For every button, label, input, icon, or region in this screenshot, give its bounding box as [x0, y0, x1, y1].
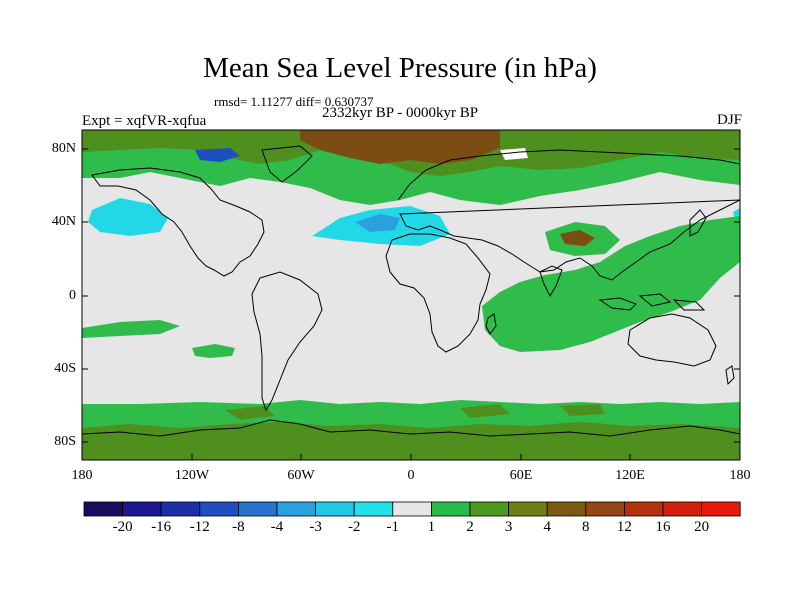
north-america-coast [91, 167, 265, 277]
lat-ticks [82, 148, 740, 443]
season-label: DJF [716, 112, 742, 128]
mediterranean-blue-core [355, 214, 400, 232]
colorbar-label: 8 [582, 519, 590, 535]
antarctica-coast [82, 419, 740, 437]
asia-brown-patch [560, 230, 595, 246]
arctic-white-patch [500, 148, 528, 160]
colorbar-swatch [430, 501, 471, 517]
colorbar-label: 1 [427, 519, 436, 535]
eurasia-coast [397, 149, 740, 281]
colorbar-label: -16 [151, 519, 172, 535]
north-brown-patch [300, 130, 500, 164]
lon-label-60e: 60E [509, 468, 533, 483]
colorbar-swatch [469, 501, 509, 517]
lon-label-120w: 120W [174, 468, 210, 483]
colorbar-swatch [624, 501, 664, 517]
south-olive-band [82, 422, 740, 460]
stats-label: rmsd= 1.11277 diff= 0.630737 [214, 94, 374, 109]
colorbar-swatch [508, 501, 548, 517]
period-label: 2332kyr BP - 0000kyr BP [322, 105, 479, 121]
south-pacific-green [192, 344, 235, 358]
africa-coast [385, 233, 491, 353]
colorbar-label: 2 [466, 519, 474, 535]
colorbar-swatch [160, 501, 201, 517]
colorbar-label: -3 [309, 519, 322, 535]
colorbar-label: -4 [270, 519, 284, 535]
map-title: Mean Sea Level Pressure (in hPa) [203, 52, 597, 84]
colorbar-label: -12 [189, 519, 210, 535]
colorbar-label: 3 [504, 519, 513, 535]
indian-ocean-green [482, 216, 740, 352]
australia-coast [627, 313, 717, 367]
colorbar-swatch [237, 501, 278, 517]
colorbar-swatch [353, 501, 394, 517]
lat-label-80n: 80N [51, 141, 76, 156]
indonesia-coast [598, 293, 706, 311]
colorbar-swatch [701, 501, 741, 517]
colorbar-swatch [122, 501, 162, 517]
lat-label-80s: 80S [54, 434, 76, 449]
lon-label-0: 0 [407, 468, 415, 483]
colorbar [83, 501, 741, 517]
map-field [82, 130, 740, 460]
colorbar-swatch [392, 501, 432, 517]
colorbar-label: 20 [694, 519, 710, 535]
lon-label-60w: 60W [287, 468, 315, 483]
colorbar-swatch [83, 501, 123, 517]
lat-label-0: 0 [69, 288, 76, 303]
japan-coast [689, 209, 707, 237]
colorbar-label: -8 [232, 519, 245, 535]
colorbar-swatch [276, 501, 316, 517]
coastlines [82, 145, 740, 437]
colorbar-label: -20 [112, 519, 133, 535]
lon-label-180e: 180 [729, 468, 751, 483]
arctic-blue-patch [195, 148, 240, 162]
colorbar-label: 16 [655, 519, 671, 535]
colorbar-swatch [199, 501, 239, 517]
greenland-coast [261, 145, 313, 183]
lon-label-120e: 120E [615, 468, 645, 483]
experiment-label: Expt = xqfVR-xqfua [82, 113, 207, 129]
lon-label-180w: 180 [71, 468, 93, 483]
new-zealand-coast [725, 365, 735, 386]
pacific-green-stripe [82, 320, 180, 338]
colorbar-label: -2 [347, 519, 361, 535]
lat-label-40s: 40S [54, 361, 76, 376]
colorbar-label: -1 [386, 519, 400, 535]
colorbar-swatch [546, 501, 587, 517]
colorbar-swatch [315, 501, 355, 517]
madagascar-coast [485, 313, 497, 335]
colorbar-label: 12 [616, 519, 632, 535]
lat-label-40n: 40N [51, 214, 76, 229]
india-coast [539, 265, 563, 298]
atlantic-cyan-patch [88, 198, 168, 236]
south-america-coast [251, 271, 323, 412]
colorbar-swatch [662, 501, 702, 517]
lon-ticks [191, 454, 631, 460]
colorbar-label: 4 [543, 519, 551, 535]
colorbar-swatch [585, 501, 625, 517]
